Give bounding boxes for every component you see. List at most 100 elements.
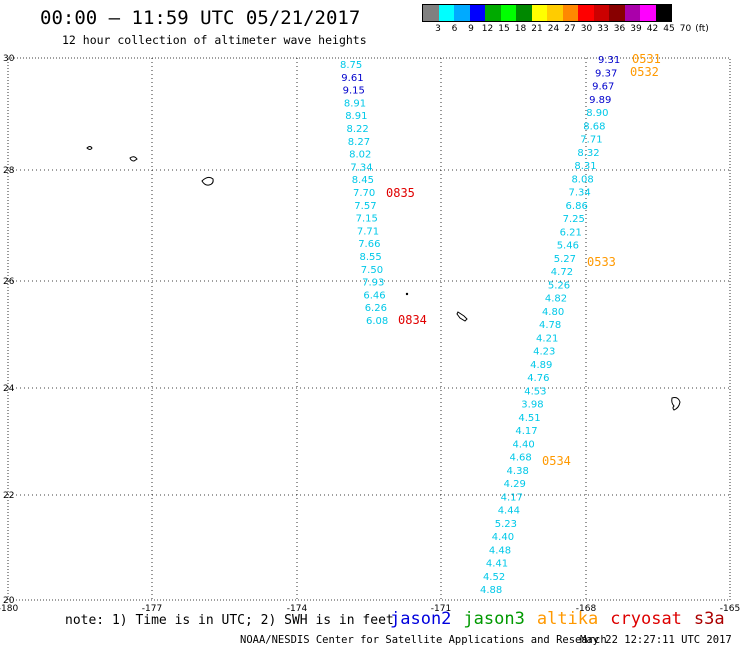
wave-height-value: 9.15 [343, 86, 365, 97]
wave-height-value: 4.17 [501, 492, 523, 503]
wave-height-value: 8.32 [577, 148, 599, 159]
color-legend: 3 6 9 12 15 18 21 24 27 30 33 36 39 42 45 70 (ft) [422, 4, 709, 36]
pass-label: 0835 [386, 186, 415, 200]
satellite-name: jason3 [463, 609, 525, 629]
track-east-values: 9.31 9.37 9.67 9.89 8.90 8.68 7.71 8.32 8.31 8.08… [480, 55, 620, 596]
wave-height-value: 8.91 [345, 111, 367, 122]
wave-height-value: 8.27 [348, 137, 370, 148]
timestamp-text: May 22 12:27:11 UTC 2017 [580, 634, 732, 646]
page-title: 00:00 – 11:59 UTC 05/21/2017 [40, 7, 361, 29]
wave-height-value: 4.72 [551, 267, 573, 278]
legend-swatch [640, 5, 656, 21]
legend-swatch [562, 5, 578, 21]
wave-height-value: 8.31 [574, 161, 596, 172]
wave-height-value: 7.71 [357, 226, 379, 237]
legend-label: 70 [679, 24, 692, 34]
legend-swatch [547, 5, 563, 21]
wave-height-value: 8.91 [344, 98, 366, 109]
wave-height-value: 6.21 [560, 227, 582, 238]
wave-height-value: 8.45 [352, 175, 374, 186]
legend-label: 24 [547, 24, 560, 34]
wave-height-value: 9.89 [589, 95, 611, 106]
pass-label: 0533 [587, 255, 616, 269]
lat-tick-label: 28 [3, 166, 15, 176]
wave-height-value: 4.76 [527, 373, 549, 384]
wave-height-value: 9.61 [341, 73, 363, 84]
legend-swatch [624, 5, 640, 21]
pass-label: 0531 [632, 52, 661, 66]
map-frame [7, 57, 731, 601]
wave-height-value: 4.21 [536, 333, 558, 344]
satellite-name: altika [536, 609, 599, 629]
legend-swatch [485, 5, 501, 21]
satellite-name: cryosat [610, 609, 682, 629]
wave-height-value: 5.23 [495, 519, 517, 530]
legend-swatch [655, 5, 671, 21]
lon-tick-label: -177 [142, 604, 162, 614]
axis-labels: -180 -177 -174 -171 -168 -165 30 28 26 24 22 20 [0, 54, 740, 614]
legend-swatch [516, 5, 532, 21]
satellite-name: s3a [693, 609, 725, 629]
wave-height-value: 4.88 [480, 585, 502, 596]
legend-label: 33 [597, 24, 609, 34]
island [671, 397, 681, 411]
legend-label: 9 [468, 24, 474, 34]
legend-label: 3 [435, 24, 441, 34]
wave-height-value: 4.44 [498, 506, 520, 517]
lat-tick-label: 24 [3, 384, 15, 394]
wave-height-value: 7.25 [563, 214, 585, 225]
wave-height-value: 4.52 [483, 572, 505, 583]
island [129, 156, 138, 162]
wave-height-value: 5.27 [554, 254, 576, 265]
wave-height-value: 7.66 [358, 239, 380, 250]
legend-swatch [531, 5, 547, 21]
map-grid [7, 57, 731, 601]
legend-label: 42 [646, 24, 659, 34]
legend-label: 36 [613, 24, 626, 34]
wave-height-value: 5.46 [557, 241, 579, 252]
credit-text: NOAA/NESDIS Center for Satellite Applica… [240, 634, 607, 646]
wave-height-value: 9.37 [595, 68, 617, 79]
lat-tick-label: 22 [3, 491, 14, 501]
island [201, 176, 214, 186]
track-west-values: 8.759.619.158.918.918.228.278.027.348.45… [340, 60, 388, 327]
wave-height-value: 4.78 [539, 320, 561, 331]
wave-height-value: 4.89 [530, 360, 552, 371]
wave-height-value: 6.08 [366, 316, 388, 327]
legend-swatch [469, 5, 485, 21]
wave-height-value: 4.40 [492, 532, 514, 543]
wave-height-value: 4.29 [504, 479, 526, 490]
legend-swatch [438, 5, 454, 21]
wave-height-value: 8.02 [349, 150, 371, 161]
wave-height-value: 6.46 [363, 290, 385, 301]
wave-height-value: 8.08 [571, 174, 593, 185]
wave-height-value: 8.90 [586, 108, 608, 119]
satellite-name: jason2 [390, 609, 452, 629]
wave-height-value: 4.38 [507, 466, 529, 477]
wave-height-value: 4.23 [533, 347, 555, 358]
wave-height-value: 7.71 [580, 135, 602, 146]
wave-height-value: 6.86 [566, 201, 588, 212]
legend-swatch [578, 5, 594, 21]
wave-height-value: 4.53 [524, 386, 546, 397]
wave-height-value: 4.68 [510, 453, 532, 464]
wave-height-value: 4.80 [542, 307, 564, 318]
island [86, 146, 93, 150]
wave-height-value: 8.22 [347, 124, 369, 135]
wave-height-value: 4.40 [512, 439, 534, 450]
pass-label: 0834 [398, 313, 427, 327]
wave-height-value: 8.75 [340, 60, 362, 71]
legend-swatch [500, 5, 516, 21]
legend-label: 27 [564, 24, 576, 34]
legend-label: 18 [514, 24, 527, 34]
wave-height-value: 4.51 [518, 413, 540, 424]
note-text: note: 1) Time is in UTC; 2) SWH is in fe… [65, 613, 394, 628]
legend-label: 30 [580, 24, 593, 34]
island [456, 311, 468, 322]
legend-swatch [609, 5, 625, 21]
wave-height-value: 9.31 [598, 55, 620, 66]
legend-swatch [593, 5, 609, 21]
wave-height-value: 4.17 [515, 426, 537, 437]
